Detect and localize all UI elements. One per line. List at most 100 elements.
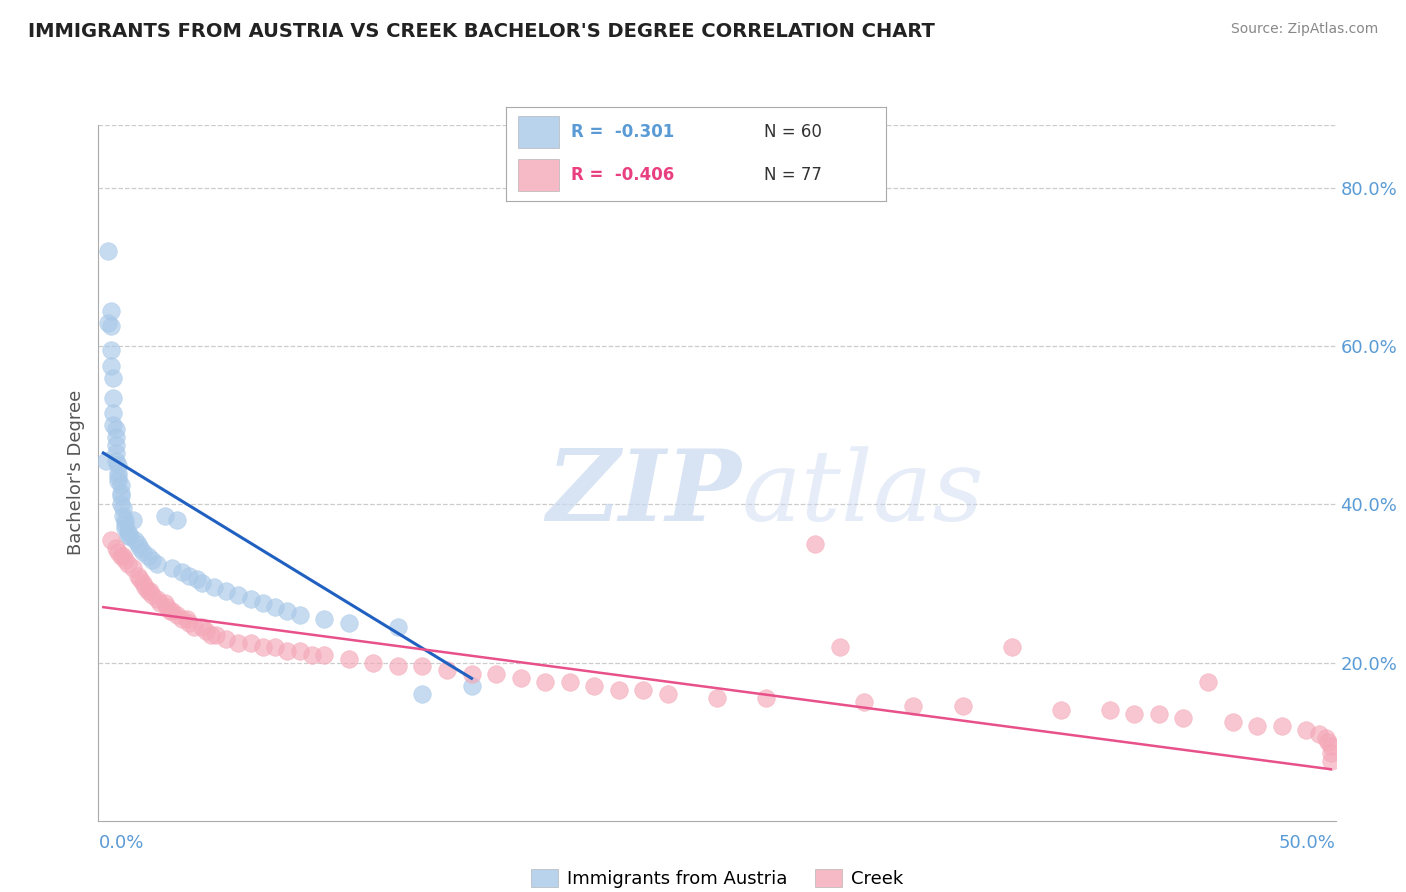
Point — [170, 565, 193, 579]
Point — [706, 691, 728, 706]
Point — [288, 643, 311, 657]
Point — [117, 529, 139, 543]
Point — [1173, 711, 1195, 725]
Point — [101, 407, 124, 421]
Point — [141, 552, 163, 567]
Point — [114, 517, 136, 532]
Bar — [517, 160, 560, 191]
Point — [129, 573, 152, 587]
Point — [110, 549, 132, 563]
Point — [534, 675, 557, 690]
Point — [110, 477, 132, 491]
Point — [215, 584, 238, 599]
Point — [460, 667, 482, 681]
Point — [1123, 706, 1146, 721]
Point — [134, 581, 156, 595]
Point — [104, 422, 127, 436]
Point — [114, 513, 136, 527]
Point — [1222, 714, 1244, 729]
Point — [100, 359, 122, 373]
Point — [176, 612, 198, 626]
Point — [195, 624, 218, 638]
Point — [111, 549, 134, 563]
Point — [146, 592, 169, 607]
Point — [952, 698, 974, 713]
Point — [200, 628, 222, 642]
Text: N = 77: N = 77 — [765, 167, 823, 185]
Point — [804, 537, 827, 551]
Point — [228, 588, 250, 602]
Point — [1320, 747, 1343, 761]
Point — [202, 581, 225, 595]
Text: atlas: atlas — [742, 446, 984, 541]
Point — [1147, 706, 1170, 721]
Y-axis label: Bachelor's Degree: Bachelor's Degree — [66, 390, 84, 556]
Point — [153, 596, 176, 610]
Point — [509, 671, 531, 685]
Point — [252, 596, 274, 610]
Point — [114, 521, 136, 535]
Point — [633, 683, 655, 698]
Point — [166, 513, 188, 527]
Point — [107, 469, 129, 483]
Point — [1246, 719, 1268, 733]
Point — [186, 573, 208, 587]
Point — [239, 636, 262, 650]
Point — [252, 640, 274, 654]
Point — [485, 667, 508, 681]
Point — [121, 513, 143, 527]
Point — [127, 537, 149, 551]
Point — [903, 698, 925, 713]
Point — [104, 454, 127, 468]
Point — [117, 557, 139, 571]
Point — [166, 608, 188, 623]
Point — [120, 529, 142, 543]
Point — [1308, 726, 1330, 740]
Point — [129, 541, 152, 555]
Point — [1001, 640, 1024, 654]
Point — [160, 560, 183, 574]
Point — [436, 664, 458, 678]
Point — [1049, 703, 1071, 717]
Point — [239, 592, 262, 607]
Point — [100, 319, 122, 334]
Point — [131, 545, 153, 559]
Point — [101, 371, 124, 385]
Point — [146, 557, 169, 571]
Point — [110, 485, 132, 500]
Point — [1271, 719, 1294, 733]
Point — [1197, 675, 1219, 690]
Point — [100, 533, 122, 547]
Point — [124, 533, 146, 547]
Point — [276, 604, 298, 618]
Point — [160, 604, 183, 618]
Point — [114, 552, 136, 567]
Point — [1315, 731, 1337, 745]
Point — [387, 659, 409, 673]
Text: N = 60: N = 60 — [765, 123, 823, 141]
Text: R =  -0.406: R = -0.406 — [571, 167, 673, 185]
Point — [136, 584, 159, 599]
Point — [136, 549, 159, 563]
Text: ZIP: ZIP — [547, 445, 742, 541]
Point — [558, 675, 581, 690]
Point — [107, 458, 129, 472]
Point — [288, 608, 311, 623]
Bar — [517, 116, 560, 148]
Point — [607, 683, 630, 698]
Point — [1317, 734, 1340, 748]
Point — [149, 596, 172, 610]
Text: 0.0%: 0.0% — [98, 834, 143, 852]
Point — [314, 648, 336, 662]
Point — [170, 612, 193, 626]
Point — [205, 628, 228, 642]
Point — [179, 568, 201, 582]
Point — [583, 679, 606, 693]
Point — [117, 524, 139, 539]
Point — [107, 474, 129, 488]
Point — [337, 651, 360, 665]
Point — [104, 438, 127, 452]
Point — [104, 446, 127, 460]
Point — [101, 418, 124, 433]
Point — [276, 643, 298, 657]
